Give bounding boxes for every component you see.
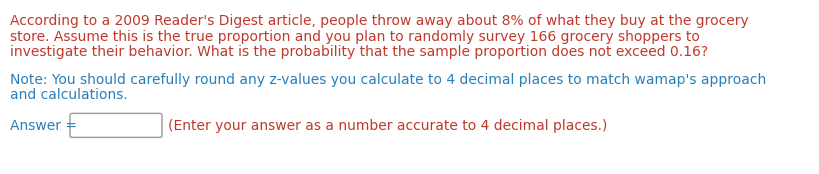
Text: store. Assume this is the true proportion and you plan to randomly survey 166 gr: store. Assume this is the true proportio… bbox=[10, 30, 700, 44]
Text: (Enter your answer as a number accurate to 4 decimal places.): (Enter your answer as a number accurate … bbox=[168, 119, 608, 133]
Text: Answer =: Answer = bbox=[10, 119, 81, 133]
FancyBboxPatch shape bbox=[70, 113, 162, 137]
Text: Note: You should carefully round any z-values you calculate to 4 decimal places : Note: You should carefully round any z-v… bbox=[10, 73, 767, 87]
Text: and calculations.: and calculations. bbox=[10, 88, 128, 102]
Text: investigate their behavior. What is the probability that the sample proportion d: investigate their behavior. What is the … bbox=[10, 45, 708, 59]
Text: According to a 2009 Reader's Digest article, people throw away about 8% of what : According to a 2009 Reader's Digest arti… bbox=[10, 14, 749, 28]
